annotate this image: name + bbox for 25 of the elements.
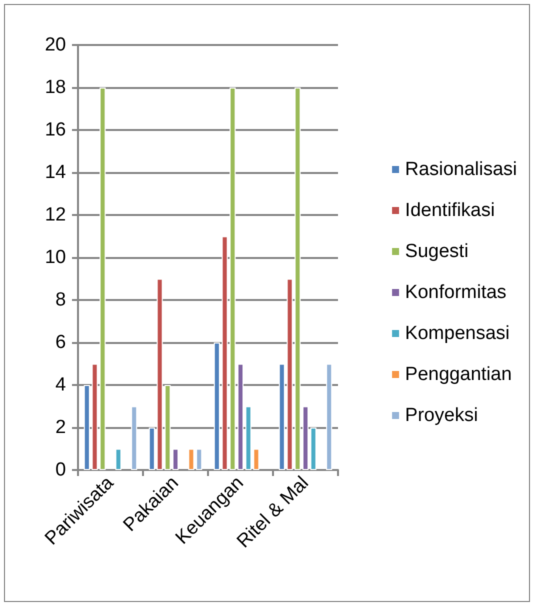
y-tick-label: 6 <box>55 332 66 353</box>
y-tick-label: 14 <box>44 162 66 183</box>
bar <box>326 364 332 470</box>
bar <box>237 364 244 470</box>
legend-label: Sugesti <box>405 241 468 262</box>
bar <box>310 428 316 470</box>
bar <box>302 406 309 470</box>
y-tick-label: 12 <box>44 204 66 226</box>
y-tick-label: 0 <box>55 460 66 480</box>
bar <box>131 406 138 470</box>
legend-label: Rasionalisasi <box>405 159 518 180</box>
bar <box>115 448 122 470</box>
legend-label: Kompensasi <box>405 323 510 344</box>
y-tick-label: 2 <box>55 417 66 438</box>
legend-label: Identifikasi <box>405 200 495 221</box>
y-tick-label: 10 <box>44 247 66 268</box>
bar <box>172 448 179 470</box>
y-tick-label: 20 <box>44 34 66 56</box>
legend-label: Proyeksi <box>405 405 478 426</box>
y-tick-label: 18 <box>44 77 66 98</box>
y-tick-label: 16 <box>44 120 66 140</box>
legend-label: Konformitas <box>405 282 506 303</box>
y-tick-label: 8 <box>55 290 66 310</box>
legend-label: Penggantian <box>405 364 512 385</box>
y-tick-label: 4 <box>55 374 66 396</box>
